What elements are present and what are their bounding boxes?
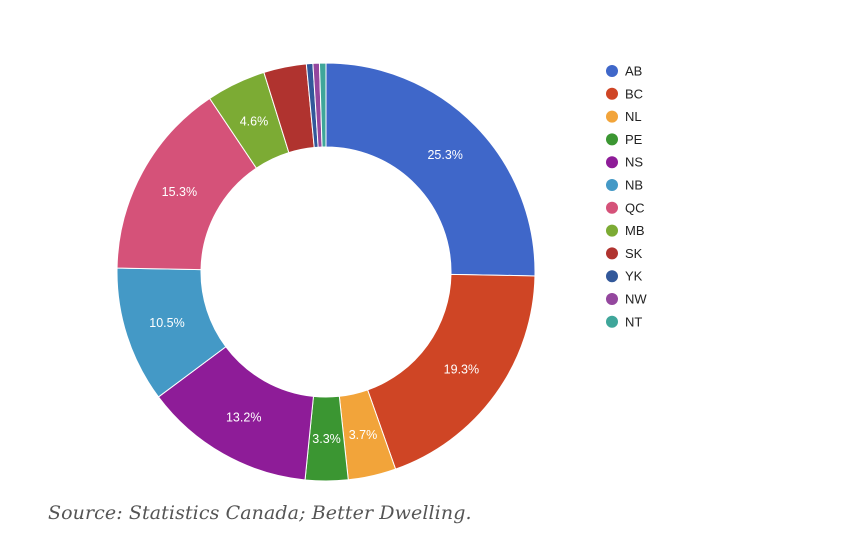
legend-label: QC bbox=[625, 200, 645, 215]
legend-label: NL bbox=[625, 109, 642, 124]
legend-item-qc[interactable]: QC bbox=[606, 200, 645, 215]
legend-item-sk[interactable]: SK bbox=[606, 246, 643, 261]
legend-swatch bbox=[606, 293, 618, 305]
legend-swatch bbox=[606, 87, 618, 100]
legend-swatch bbox=[606, 156, 618, 169]
donut-chart: 25.3% 19.3% 3.7% 3.3% 13.2% 10.5% 15.3% 4.6% AB… bbox=[116, 62, 647, 482]
legend-item-yk[interactable]: YK bbox=[606, 269, 643, 284]
donut-slices bbox=[116, 62, 536, 482]
data-label-ab: 25.3% bbox=[427, 148, 462, 162]
legend-item-bc[interactable]: BC bbox=[606, 86, 643, 101]
legend-swatch bbox=[606, 65, 618, 77]
legend-item-nw[interactable]: NW bbox=[606, 292, 647, 307]
legend-swatch bbox=[606, 315, 618, 328]
legend-item-ns[interactable]: NS bbox=[606, 155, 643, 170]
legend-label: NW bbox=[625, 292, 647, 307]
data-label-pe: 3.3% bbox=[312, 432, 341, 446]
legend-label: YK bbox=[625, 269, 643, 284]
legend-label: NT bbox=[625, 314, 642, 329]
data-label-bc: 19.3% bbox=[444, 363, 479, 377]
legend-swatch bbox=[606, 179, 618, 191]
legend-label: BC bbox=[625, 86, 643, 101]
legend-item-pe[interactable]: PE bbox=[606, 132, 643, 147]
legend-label: MB bbox=[625, 223, 645, 238]
legend-item-mb[interactable]: MB bbox=[606, 223, 645, 238]
legend-swatch bbox=[606, 110, 618, 123]
slice-ab[interactable] bbox=[325, 62, 536, 277]
data-label-mb: 4.6% bbox=[240, 114, 269, 128]
data-label-qc: 15.3% bbox=[162, 185, 197, 199]
data-label-ns: 13.2% bbox=[226, 410, 261, 424]
slice-labels: 25.3% 19.3% 3.7% 3.3% 13.2% 10.5% 15.3% 4.6% bbox=[149, 114, 479, 446]
legend-label: AB bbox=[625, 64, 642, 79]
legend-swatch bbox=[606, 201, 618, 214]
legend-swatch bbox=[606, 133, 618, 146]
source-caption: Source: Statistics Canada; Better Dwelli… bbox=[48, 502, 472, 524]
legend-label: PE bbox=[625, 132, 643, 147]
legend-label: SK bbox=[625, 246, 643, 261]
legend-item-ab[interactable]: AB bbox=[606, 64, 642, 79]
legend-label: NB bbox=[625, 178, 643, 193]
data-label-nb: 10.5% bbox=[149, 316, 184, 330]
slice-nt[interactable] bbox=[318, 62, 327, 148]
legend-swatch bbox=[606, 224, 618, 237]
legend-label: NS bbox=[625, 155, 643, 170]
legend-item-nl[interactable]: NL bbox=[606, 109, 642, 124]
legend-item-nb[interactable]: NB bbox=[606, 178, 643, 193]
legend-item-nt[interactable]: NT bbox=[606, 314, 642, 329]
slice-bc[interactable] bbox=[366, 273, 536, 470]
legend: AB BC NL PE NS NB QC MB SK YK NW NT bbox=[606, 64, 647, 329]
data-label-nl: 3.7% bbox=[349, 428, 378, 442]
legend-swatch bbox=[606, 270, 618, 283]
legend-swatch bbox=[606, 247, 618, 260]
